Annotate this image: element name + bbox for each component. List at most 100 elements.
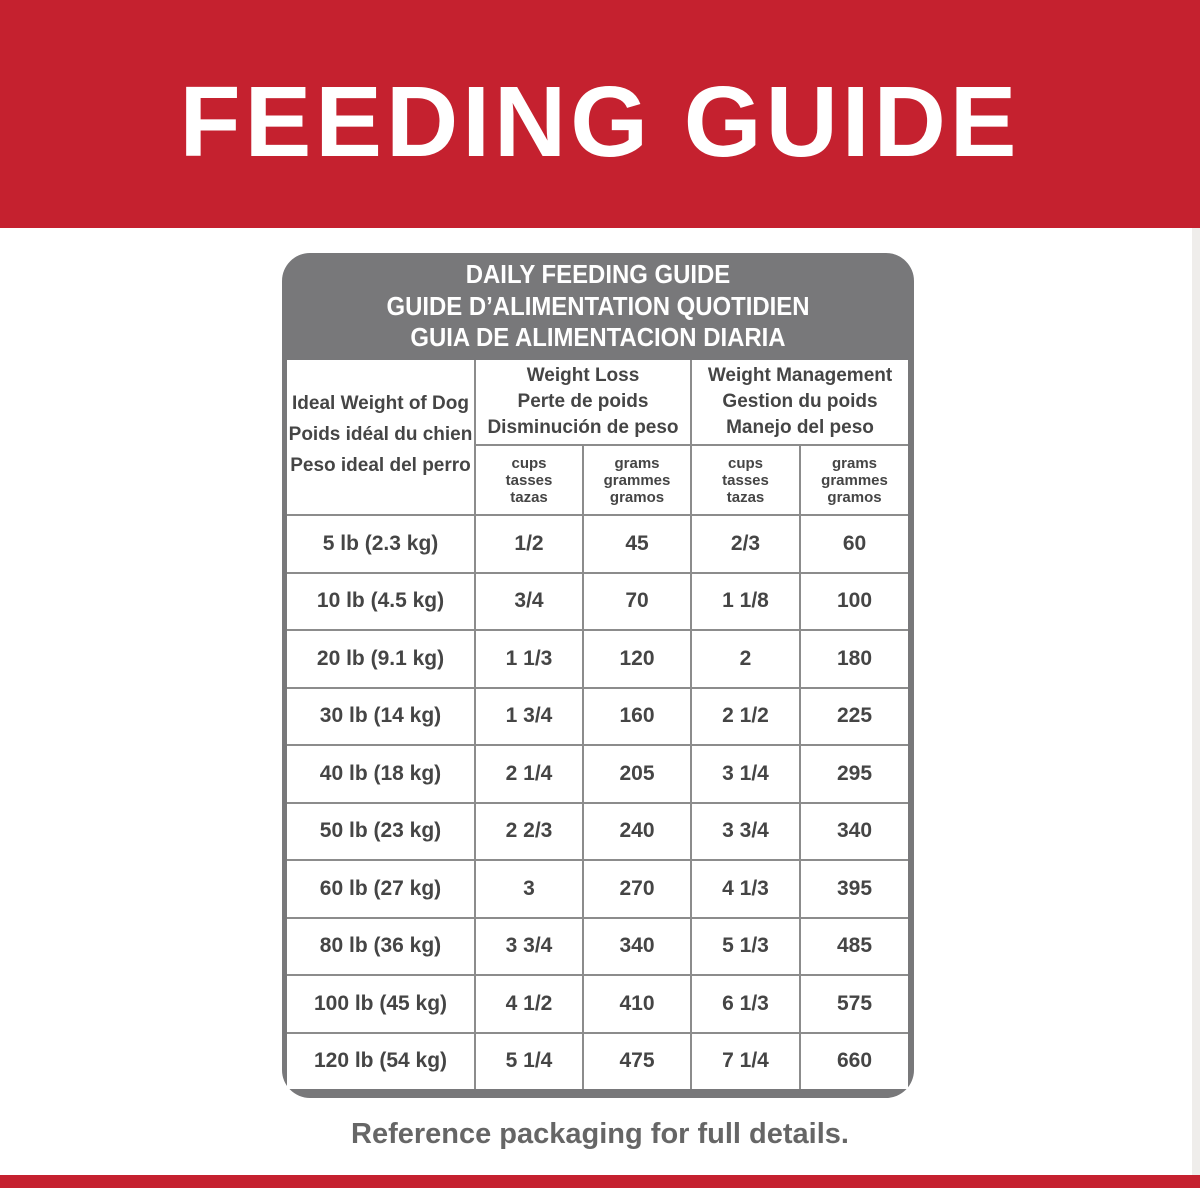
amount-cell: 340 <box>582 916 692 976</box>
data-row: 60 lb (27 kg) 3 270 4 1/3 395 <box>286 859 910 919</box>
weight-cell: 10 lb (4.5 kg) <box>286 571 476 631</box>
amount-cell: 295 <box>798 744 910 804</box>
unit-line: grammes <box>603 471 671 489</box>
amount-cell: 240 <box>582 801 692 861</box>
amount-cell: 340 <box>798 801 910 861</box>
amount-cell: 3 <box>474 859 584 919</box>
data-row: 50 lb (23 kg) 2 2/3 240 3 3/4 340 <box>286 801 910 861</box>
amount-cell: 6 1/3 <box>690 974 801 1034</box>
edge-strip <box>1192 228 1200 1175</box>
amount-cell: 225 <box>798 686 910 746</box>
amount-cell: 3 3/4 <box>474 916 584 976</box>
footer-note: Reference packaging for full details. <box>351 1118 849 1150</box>
amount-cell: 3 3/4 <box>690 801 801 861</box>
amount-cell: 205 <box>582 744 692 804</box>
data-row: 100 lb (45 kg) 4 1/2 410 6 1/3 575 <box>286 974 910 1034</box>
feeding-table: Ideal Weight of Dog Poids idéal du chien P… <box>286 359 910 1090</box>
unit-line: cups <box>727 454 763 472</box>
amount-cell: 5 1/4 <box>474 1031 584 1090</box>
amount-cell: 1 3/4 <box>474 686 584 746</box>
amount-cell: 3/4 <box>474 571 584 631</box>
data-row: 40 lb (18 kg) 2 1/4 205 3 1/4 295 <box>286 744 910 804</box>
unit-row: cups tasses tazas grams grammes gramos cups tas… <box>287 444 910 516</box>
weight-cell: 5 lb (2.3 kg) <box>286 514 476 574</box>
group-header-line: Weight Loss <box>526 365 640 386</box>
group-header: Weight Loss Perte de poids Disminución de … <box>474 359 692 446</box>
amount-cell: 5 1/3 <box>690 916 801 976</box>
weight-cell: 30 lb (14 kg) <box>286 686 476 746</box>
amount-cell: 2 1/4 <box>474 744 584 804</box>
weight-cell: 60 lb (27 kg) <box>286 859 476 919</box>
unit-line: cups <box>511 454 547 472</box>
amount-cell: 4 1/3 <box>690 859 801 919</box>
banner: FEEDING GUIDE <box>0 0 1200 228</box>
title: FEEDING GUIDE <box>179 66 1021 178</box>
weight-cell: 20 lb (9.1 kg) <box>286 629 476 689</box>
unit-line: tazas <box>510 488 548 506</box>
weight-header: Ideal Weight of Dog Poids idéal du chien P… <box>286 359 476 516</box>
unit-header: grams grammes gramos <box>798 444 910 516</box>
amount-cell: 160 <box>582 686 692 746</box>
amount-cell: 180 <box>798 629 910 689</box>
amount-cell: 475 <box>582 1031 692 1090</box>
unit-line: tasses <box>505 471 553 489</box>
weight-cell: 80 lb (36 kg) <box>286 916 476 976</box>
group-header-line: Manejo del peso <box>726 417 874 438</box>
unit-header: grams grammes gramos <box>582 444 692 516</box>
amount-cell: 2 2/3 <box>474 801 584 861</box>
amount-cell: 100 <box>798 571 910 631</box>
group-header-line: Gestion du poids <box>722 391 878 412</box>
data-row: 20 lb (9.1 kg) 1 1/3 120 2 180 <box>286 629 910 689</box>
card-title-line: GUIA DE ALIMENTACION DIARIA <box>410 322 786 352</box>
amount-cell: 1 1/3 <box>474 629 584 689</box>
amount-cell: 2 <box>690 629 801 689</box>
amount-cell: 2 1/2 <box>690 686 801 746</box>
weight-header-line: Poids idéal du chien <box>288 424 473 445</box>
card-title-line: DAILY FEEDING GUIDE <box>465 259 731 289</box>
amount-cell: 395 <box>798 859 910 919</box>
amount-cell: 7 1/4 <box>690 1031 801 1090</box>
card-title-line: GUIDE D’ALIMENTATION QUOTIDIEN <box>386 290 810 321</box>
amount-cell: 660 <box>798 1031 910 1090</box>
amount-cell: 575 <box>798 974 910 1034</box>
amount-cell: 45 <box>582 514 692 574</box>
weight-cell: 100 lb (45 kg) <box>286 974 476 1034</box>
unit-line: gramos <box>609 488 665 506</box>
header-row: Ideal Weight of Dog Poids idéal du chien P… <box>286 359 910 516</box>
amount-cell: 120 <box>582 629 692 689</box>
guide-card: DAILY FEEDING GUIDE GUIDE D’ALIMENTATION … <box>282 253 914 1098</box>
unit-line: tazas <box>726 488 765 506</box>
amount-cell: 270 <box>582 859 692 919</box>
data-row: 80 lb (36 kg) 3 3/4 340 5 1/3 485 <box>286 916 910 976</box>
bottom-stripe <box>0 1175 1200 1188</box>
unit-line: grams <box>831 454 878 472</box>
amount-cell: 3 1/4 <box>690 744 801 804</box>
weight-header-line: Peso ideal del perro <box>290 455 471 476</box>
amount-cell: 1 1/8 <box>690 571 801 631</box>
unit-line: tasses <box>722 471 769 489</box>
amount-cell: 60 <box>798 514 910 574</box>
data-row: 120 lb (54 kg) 5 1/4 475 7 1/4 660 <box>286 1031 910 1090</box>
amount-cell: 485 <box>798 916 910 976</box>
unit-line: grammes <box>821 471 888 489</box>
weight-header-line: Ideal Weight of Dog <box>292 393 469 414</box>
group-header-line: Weight Management <box>707 365 893 386</box>
amount-cell: 1/2 <box>474 514 584 574</box>
group-header-line: Disminución de peso <box>487 417 679 438</box>
weight-cell: 50 lb (23 kg) <box>286 801 476 861</box>
unit-header: cups tasses tazas <box>474 444 584 516</box>
data-row: 30 lb (14 kg) 1 3/4 160 2 1/2 225 <box>286 686 910 746</box>
amount-cell: 70 <box>582 571 692 631</box>
amount-cell: 2/3 <box>690 514 801 574</box>
amount-cell: 4 1/2 <box>474 974 584 1034</box>
data-row: 5 lb (2.3 kg) 1/2 45 2/3 60 <box>286 514 910 574</box>
amount-cell: 410 <box>582 974 692 1034</box>
unit-line: grams <box>614 454 660 472</box>
unit-header: cups tasses tazas <box>690 444 801 516</box>
card-titles: DAILY FEEDING GUIDE GUIDE D’ALIMENTATION … <box>282 259 914 354</box>
group-header: Weight Management Gestion du poids Manejo … <box>689 359 910 446</box>
weight-cell: 40 lb (18 kg) <box>286 744 476 804</box>
group-header-line: Perte de poids <box>517 391 649 412</box>
